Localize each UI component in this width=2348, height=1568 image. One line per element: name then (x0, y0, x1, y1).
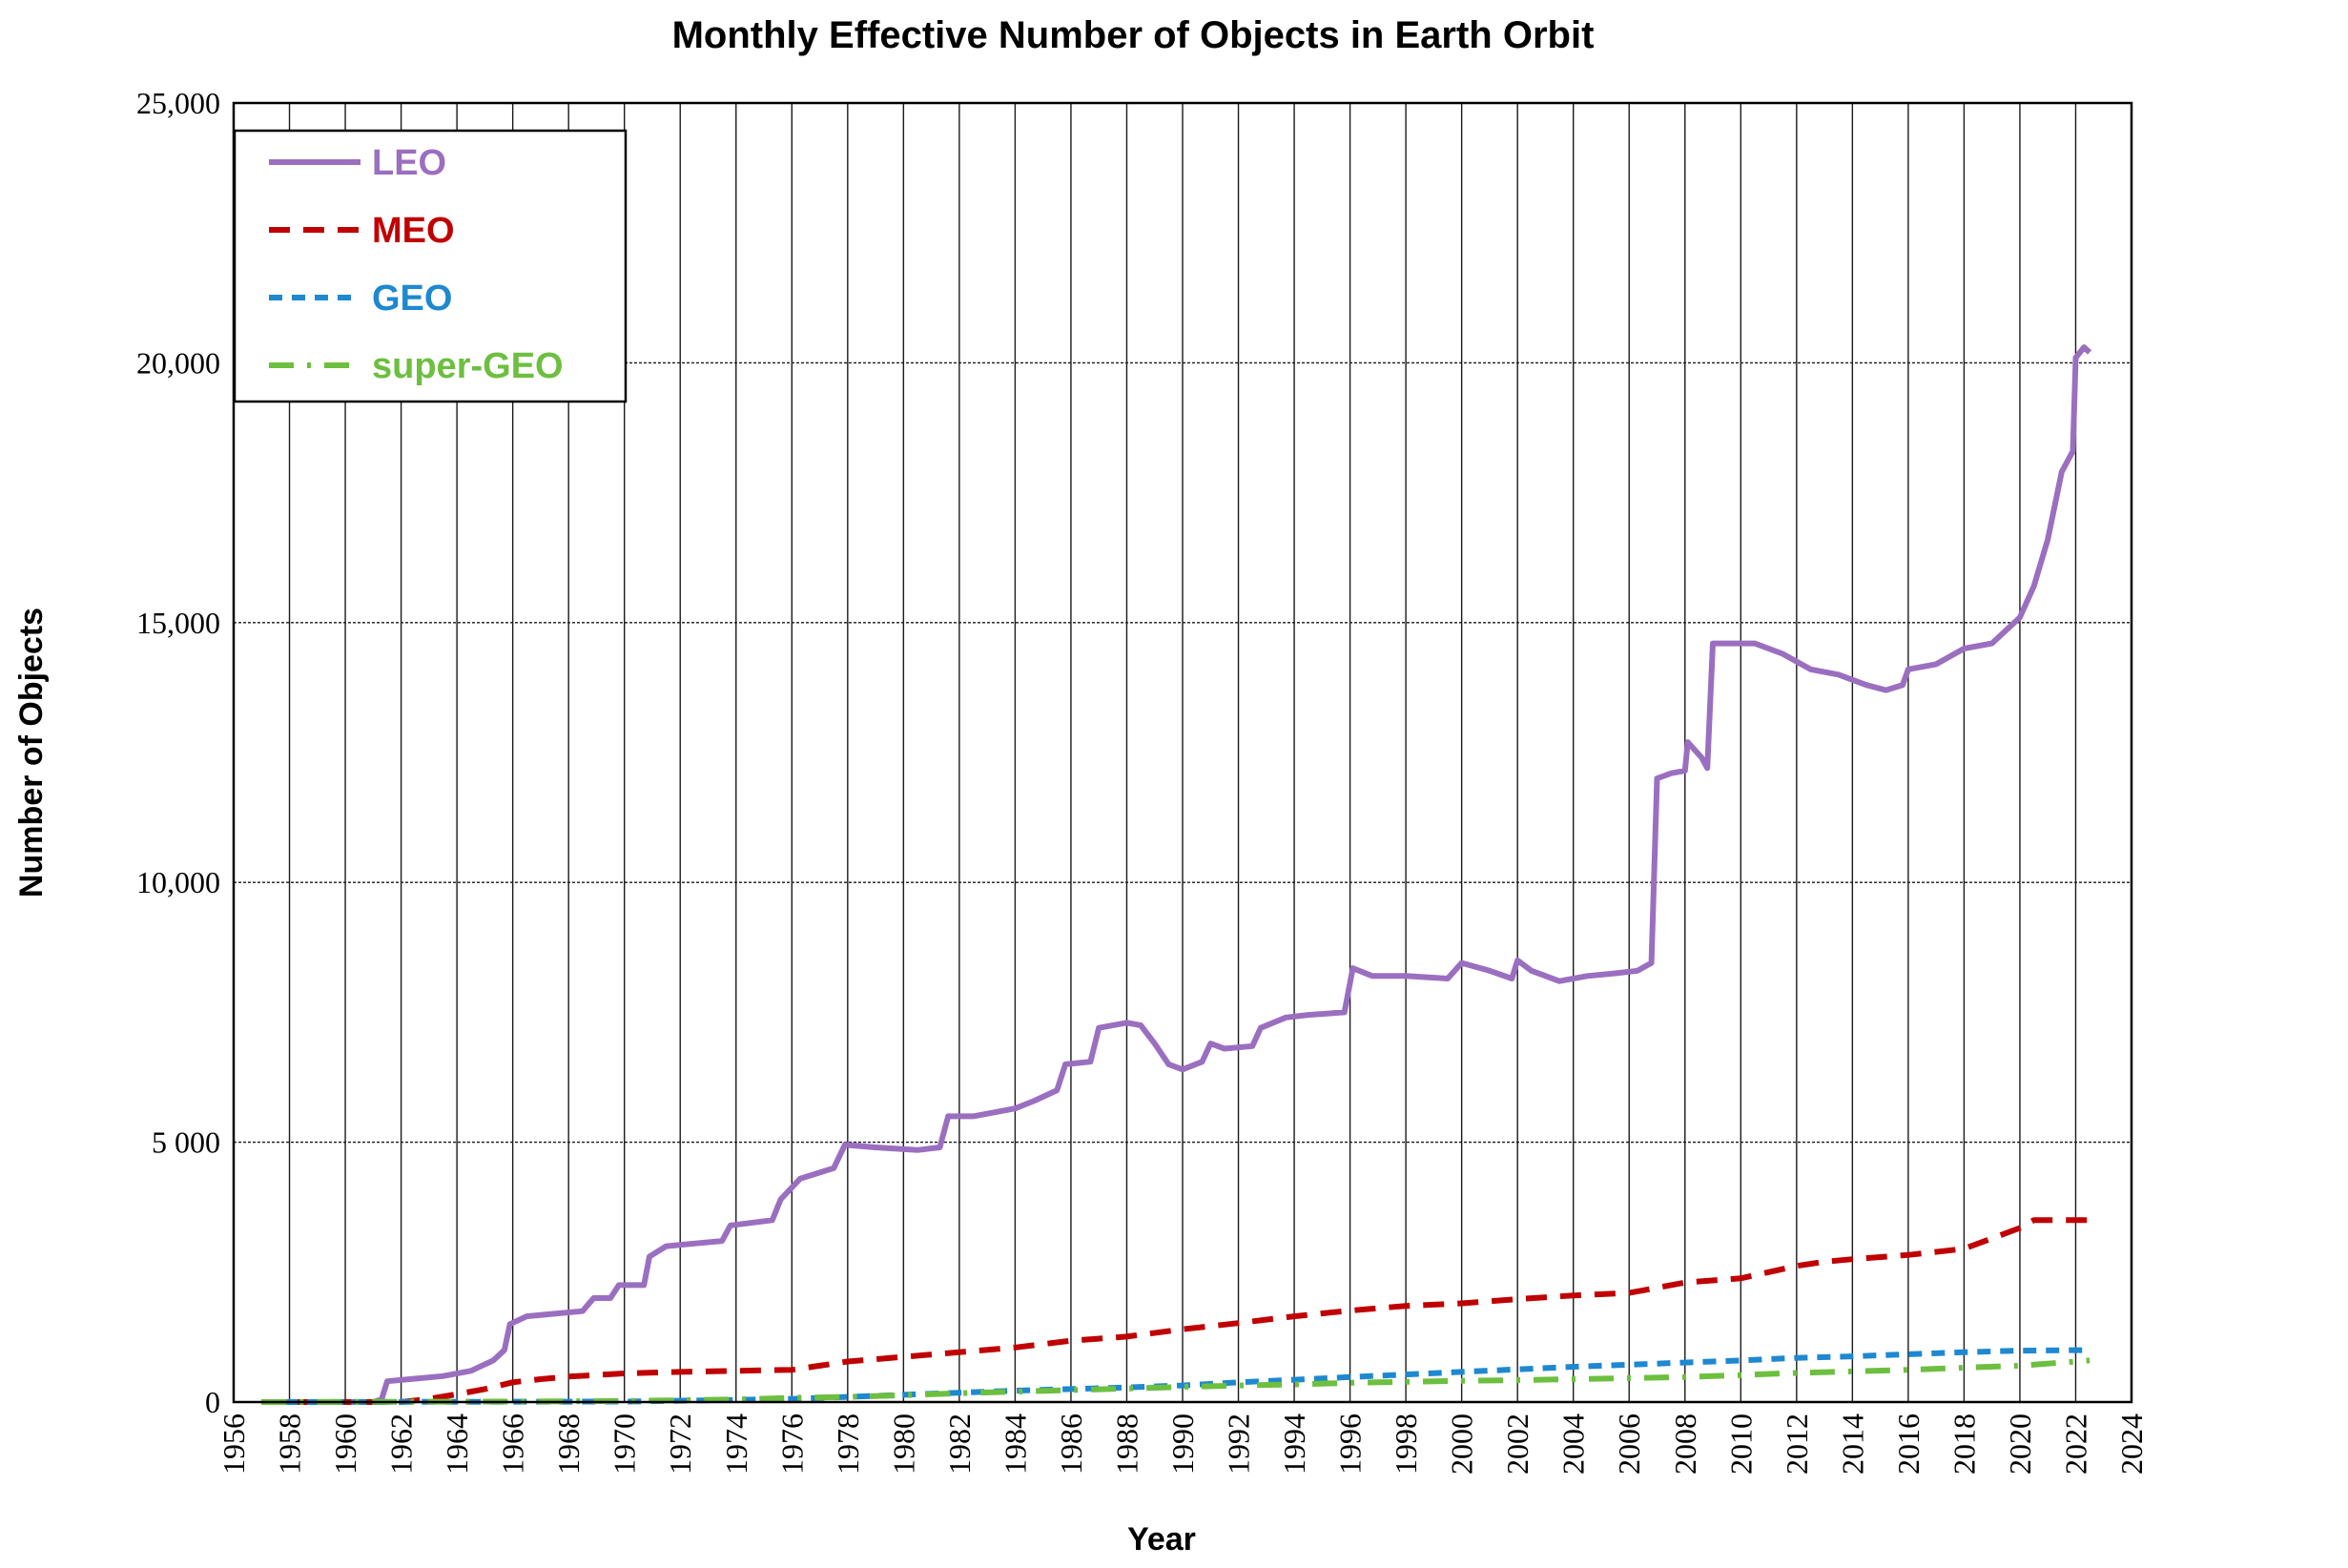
x-tick-label: 2024 (2114, 1413, 2149, 1475)
x-tick-label: 2014 (1835, 1413, 1869, 1475)
y-tick-label: 5 000 (152, 1125, 220, 1160)
x-tick-label: 2010 (1723, 1413, 1758, 1475)
x-tick-label: 2002 (1500, 1413, 1534, 1475)
x-tick-label: 1960 (328, 1413, 362, 1475)
series-line-leo (261, 344, 2092, 1405)
x-tick-label: 1970 (608, 1413, 642, 1475)
x-tick-label: 1986 (1054, 1413, 1088, 1475)
x-tick-label: 2004 (1556, 1413, 1591, 1475)
legend-label: GEO (372, 279, 452, 319)
x-tick-label: 2000 (1445, 1413, 1479, 1475)
x-tick-label: 1974 (719, 1413, 753, 1475)
y-tick-label: 15,000 (136, 606, 220, 640)
x-tick-label: 1956 (216, 1413, 251, 1475)
x-tick-label: 1958 (273, 1413, 307, 1475)
chart-title: Monthly Effective Number of Objects in E… (672, 14, 1595, 56)
x-tick-label: 1968 (551, 1413, 586, 1475)
x-tick-label: 2020 (2003, 1413, 2037, 1475)
x-tick-label: 2006 (1612, 1413, 1646, 1475)
x-tick-label: 1978 (831, 1413, 865, 1475)
x-tick-label: 1992 (1222, 1413, 1256, 1475)
x-tick-label: 1984 (998, 1413, 1032, 1475)
series-line-meo (261, 1217, 2091, 1405)
series-line-super-geo (261, 1357, 2091, 1405)
legend-label: MEO (372, 211, 455, 251)
x-tick-label: 1982 (942, 1413, 977, 1475)
y-tick-label: 20,000 (136, 345, 220, 380)
x-tick-label: 1994 (1277, 1413, 1311, 1475)
series-line-geo (261, 1347, 2091, 1405)
legend-box (233, 129, 628, 403)
x-tick-label: 1990 (1165, 1413, 1200, 1475)
plot-frame (232, 101, 2133, 1404)
x-tick-label: 1964 (440, 1413, 474, 1475)
x-tick-label: 2016 (1891, 1413, 1926, 1475)
x-tick-label: 1962 (384, 1413, 419, 1475)
series-layer (261, 344, 2092, 1405)
x-tick-label: 1988 (1109, 1413, 1143, 1475)
x-tick-label: 1972 (663, 1413, 697, 1475)
y-axis-label: Number of Objects (13, 608, 50, 897)
x-tick-label: 2008 (1668, 1413, 1702, 1475)
legend-label: super-GEO (372, 346, 564, 386)
x-tick-label: 1980 (886, 1413, 920, 1475)
y-tick-labels: 0 5 000 10,000 15,000 20,000 25,000 (136, 86, 220, 1419)
x-tick-label: 1996 (1333, 1413, 1368, 1475)
x-tick-label: 1998 (1389, 1413, 1423, 1475)
x-tick-label: 2018 (1946, 1413, 1981, 1475)
y-tick-label: 10,000 (136, 865, 220, 899)
y-tick-label: 0 (205, 1385, 220, 1419)
x-tick-label: 1976 (774, 1413, 809, 1475)
legend-label: LEO (372, 143, 446, 183)
y-tick-label: 25,000 (136, 86, 220, 120)
x-tick-label: 1966 (496, 1413, 530, 1475)
x-tick-label: 2012 (1780, 1413, 1814, 1475)
x-tick-label: 2022 (2058, 1413, 2092, 1475)
legend: LEO MEO GEO super-GEO (233, 129, 628, 403)
x-tick-labels: 1956 1958 1960 1962 1964 1966 1968 1970 1972 1974… (216, 1413, 2149, 1475)
x-axis-label: Year (1127, 1521, 1196, 1558)
